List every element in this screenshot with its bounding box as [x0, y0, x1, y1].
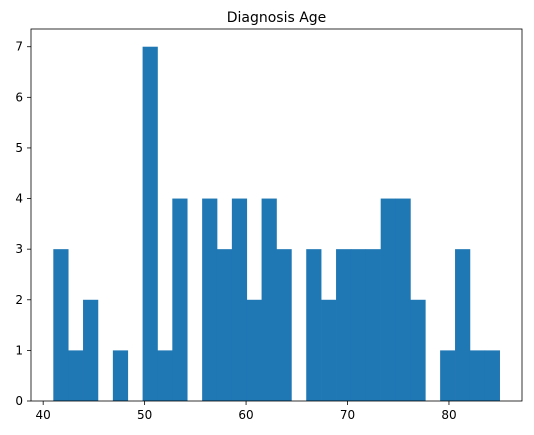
histogram-bar: [277, 249, 292, 401]
x-tick-label: 40: [36, 408, 51, 422]
histogram-bar: [202, 199, 217, 401]
histogram-bar: [143, 47, 158, 401]
histogram-bar: [262, 199, 277, 401]
x-tick-label: 80: [441, 408, 456, 422]
histogram-bar: [366, 249, 381, 401]
histogram-bar: [321, 300, 336, 401]
histogram-bar: [351, 249, 366, 401]
x-axis: 40 50 60 70 80: [36, 401, 457, 422]
histogram-bar: [68, 350, 83, 401]
x-tick-label: 50: [137, 408, 152, 422]
histogram-bar: [53, 249, 68, 401]
y-tick-label: 3: [15, 242, 23, 256]
histogram-bar: [336, 249, 351, 401]
histogram-bar: [410, 300, 425, 401]
y-tick-label: 0: [15, 394, 23, 408]
histogram-bar: [83, 300, 98, 401]
histogram-bar: [485, 350, 500, 401]
chart-title: Diagnosis Age: [227, 10, 327, 26]
histogram-bar: [217, 249, 232, 401]
y-tick-label: 4: [15, 192, 23, 206]
histogram-bar: [455, 249, 470, 401]
histogram-bar: [172, 199, 187, 401]
y-tick-label: 2: [15, 293, 23, 307]
y-tick-label: 6: [15, 90, 23, 104]
y-tick-label: 1: [15, 343, 23, 357]
y-tick-label: 5: [15, 141, 23, 155]
histogram-bar: [381, 199, 396, 401]
y-axis: 0 1 2 3 4 5 6 7: [15, 40, 31, 408]
y-tick-label: 7: [15, 40, 23, 54]
histogram-bar: [395, 199, 410, 401]
bars-group: [53, 47, 500, 401]
x-tick-label: 60: [238, 408, 253, 422]
histogram-bar: [440, 350, 455, 401]
histogram-bar: [232, 199, 247, 401]
histogram-bar: [247, 300, 262, 401]
histogram-bar: [470, 350, 485, 401]
histogram-bar: [158, 350, 173, 401]
histogram-bar: [113, 350, 128, 401]
histogram-bar: [306, 249, 321, 401]
x-tick-label: 70: [340, 408, 355, 422]
